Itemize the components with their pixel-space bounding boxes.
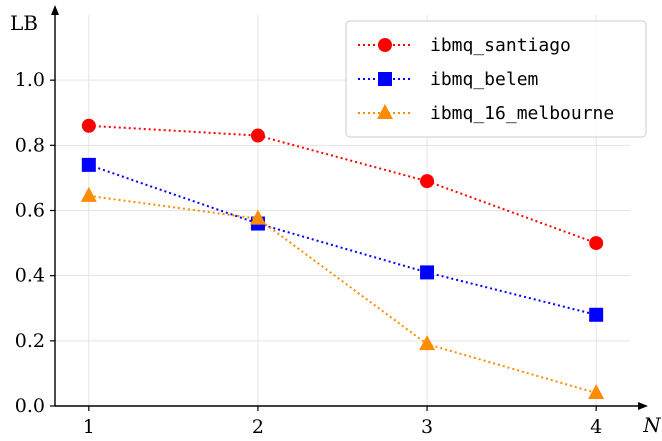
legend-label: ibmq_santiago <box>430 35 571 56</box>
legend-box <box>345 20 647 138</box>
y-tick-label: 0.4 <box>15 265 45 287</box>
x-tick-label: 4 <box>590 416 602 438</box>
data-point <box>589 236 604 251</box>
data-point <box>589 307 604 322</box>
y-tick-label: 0.0 <box>15 395 45 417</box>
data-point <box>81 118 96 133</box>
data-point <box>419 335 436 351</box>
axes: 1 2 3 4 0.0 0.2 0.4 0.6 0.8 1.0 LB N <box>10 5 662 438</box>
legend-label: ibmq_belem <box>430 69 538 90</box>
y-axis-arrow <box>51 5 59 15</box>
data-point <box>80 186 97 202</box>
legend: ibmq_santiago ibmq_belem ibmq_16_melbourne <box>345 20 647 138</box>
series-line <box>88 124 597 245</box>
legend-marker <box>378 38 392 52</box>
series-line <box>88 194 597 394</box>
series-ibmq_santiago <box>81 118 604 251</box>
y-tick-label: 0.8 <box>15 134 45 156</box>
legend-entry: ibmq_16_melbourne <box>358 103 614 124</box>
data-point <box>420 174 435 189</box>
legend-marker <box>377 104 393 119</box>
series-line <box>88 163 597 316</box>
legend-entry: ibmq_belem <box>358 69 538 90</box>
x-tick-label: 2 <box>252 416 264 438</box>
series-group <box>80 118 605 399</box>
data-point <box>249 209 266 225</box>
data-point <box>588 383 605 399</box>
x-tick-label: 1 <box>83 416 95 438</box>
y-tick-label: 1.0 <box>15 69 45 91</box>
data-point <box>420 265 435 280</box>
y-tick-label: 0.6 <box>15 200 45 222</box>
legend-label: ibmq_16_melbourne <box>430 103 614 124</box>
legend-entry: ibmq_santiago <box>358 35 571 56</box>
legend-marker <box>378 72 392 86</box>
data-point <box>81 157 96 172</box>
y-axis-label: LB <box>10 11 38 35</box>
x-tick-label: 3 <box>421 416 433 438</box>
series-ibmq_belem <box>81 157 604 322</box>
series-ibmq_16_melbourne <box>80 186 605 399</box>
data-point <box>250 128 265 143</box>
x-axis-arrow <box>638 402 648 410</box>
y-tick-label: 0.2 <box>15 330 45 352</box>
x-axis-label: N <box>642 413 662 437</box>
